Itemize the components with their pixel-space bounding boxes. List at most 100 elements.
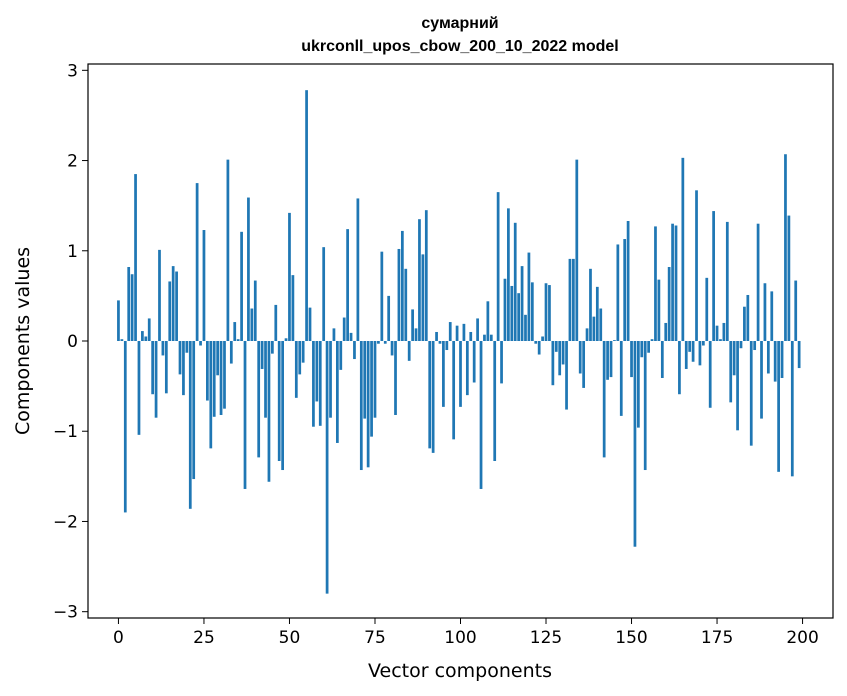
bar-12 — [158, 249, 161, 341]
bar-53 — [298, 341, 302, 375]
bar-113 — [503, 278, 507, 341]
bar-190 — [766, 341, 770, 374]
bar-196 — [787, 215, 791, 341]
bar-192 — [773, 341, 777, 382]
bar-1 — [120, 339, 124, 341]
bar-34 — [233, 322, 237, 341]
bar-18 — [178, 341, 182, 375]
bar-45 — [271, 341, 274, 354]
plot-frame — [87, 63, 834, 619]
bar-174 — [712, 211, 715, 341]
bar-139 — [592, 316, 596, 341]
bar-146 — [616, 244, 620, 341]
bar-41 — [257, 341, 261, 458]
bar-195 — [784, 154, 787, 341]
bar-155 — [647, 341, 650, 353]
bar-62 — [329, 341, 332, 418]
bar-140 — [595, 286, 599, 341]
bar-121 — [530, 282, 534, 341]
bar-2 — [123, 341, 127, 513]
bar-134 — [575, 159, 579, 341]
bar-141 — [599, 308, 603, 341]
bar-187 — [756, 223, 760, 341]
bar-86 — [411, 309, 414, 341]
bar-74 — [370, 341, 373, 437]
bar-39 — [250, 308, 254, 341]
bar-36 — [240, 231, 243, 341]
bar-13 — [161, 341, 165, 356]
bar-124 — [541, 336, 544, 341]
bar-43 — [264, 341, 267, 418]
bar-158 — [657, 279, 661, 341]
y-tick-label-6: 3 — [67, 61, 78, 81]
bar-8 — [144, 336, 148, 341]
bar-42 — [260, 341, 264, 369]
bar-70 — [356, 198, 360, 341]
bar-127 — [551, 341, 555, 386]
bar-80 — [390, 341, 394, 356]
x-tick-label-7: 175 — [701, 628, 733, 648]
bar-131 — [565, 341, 568, 410]
bar-150 — [630, 341, 633, 378]
bar-105 — [476, 318, 479, 341]
bar-107 — [483, 334, 486, 341]
bar-100 — [459, 341, 462, 407]
bar-47 — [277, 341, 281, 461]
bar-138 — [589, 268, 592, 341]
bar-83 — [400, 230, 404, 341]
bar-9 — [147, 318, 151, 341]
bar-22 — [192, 341, 196, 480]
bar-81 — [394, 341, 397, 415]
bar-95 — [442, 341, 445, 407]
bar-175 — [715, 325, 719, 341]
bar-29 — [216, 341, 220, 376]
bar-20 — [185, 341, 189, 353]
bar-17 — [175, 271, 178, 341]
bar-177 — [722, 322, 726, 341]
bar-27 — [209, 341, 213, 449]
bar-108 — [486, 301, 490, 341]
bar-98 — [452, 341, 456, 440]
bar-153 — [640, 341, 644, 358]
bar-191 — [770, 291, 774, 341]
bar-99 — [455, 325, 459, 341]
x-tick-label-6: 150 — [615, 628, 647, 648]
x-axis-ticks: 0 25 50 75 100 125 150 175 200 — [113, 618, 819, 648]
bar-76 — [377, 341, 380, 344]
bar-91 — [428, 341, 432, 449]
bar-149 — [626, 221, 630, 341]
bar-85 — [407, 341, 411, 361]
bar-44 — [267, 341, 271, 482]
x-tick-label-4: 100 — [444, 628, 476, 648]
bar-58 — [315, 341, 319, 402]
bar-73 — [366, 341, 370, 468]
bar-136 — [582, 341, 586, 388]
bar-148 — [623, 239, 627, 341]
x-tick-label-5: 125 — [530, 628, 562, 648]
bar-15 — [168, 281, 172, 341]
bar-129 — [558, 341, 562, 376]
bar-16 — [171, 266, 175, 341]
bar-120 — [527, 252, 531, 341]
bar-25 — [202, 230, 206, 341]
bar-152 — [637, 341, 640, 428]
bar-5 — [134, 174, 137, 341]
bar-193 — [777, 341, 780, 472]
bar-92 — [431, 341, 435, 453]
bar-117 — [517, 293, 521, 341]
bar-93 — [435, 331, 438, 341]
bar-125 — [544, 283, 548, 341]
y-tick-label-0: −3 — [53, 603, 78, 623]
bar-19 — [182, 341, 185, 396]
bar-32 — [226, 159, 230, 341]
bar-199 — [797, 341, 801, 369]
chart-title-line-2: ukrconll_upos_cbow_200_10_2022 model — [301, 38, 618, 55]
bar-184 — [746, 294, 750, 341]
bar-46 — [274, 304, 278, 341]
bar-147 — [619, 341, 623, 416]
bar-186 — [753, 341, 757, 351]
bar-183 — [743, 306, 746, 341]
bar-173 — [708, 341, 712, 408]
